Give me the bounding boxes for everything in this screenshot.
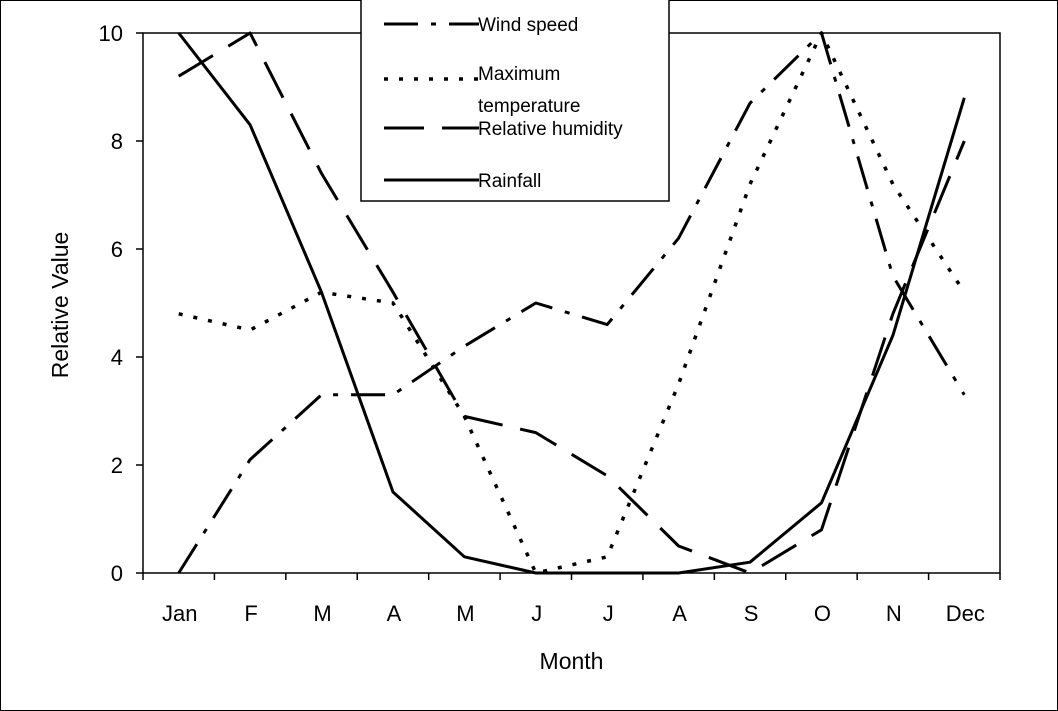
y-tick-label: 4 — [111, 345, 123, 370]
y-axis-label: Relative Value — [47, 232, 73, 379]
x-tick-label: N — [886, 601, 902, 626]
legend-label-cont: temperature — [478, 96, 580, 117]
y-tick-label: 8 — [111, 129, 123, 154]
x-tick-label: A — [387, 601, 402, 626]
y-tick-label: 2 — [111, 453, 123, 478]
x-tick-label: O — [814, 601, 831, 626]
x-tick-label: J — [531, 601, 542, 626]
legend-label: Relative humidity — [478, 119, 623, 140]
legend-label: Wind speed — [478, 15, 578, 36]
x-tick-label: J — [603, 601, 614, 626]
x-tick-label: M — [456, 601, 474, 626]
x-tick-label: F — [244, 601, 257, 626]
y-tick-label: 0 — [111, 561, 123, 586]
x-axis-label: Month — [540, 648, 604, 674]
x-tick-label: M — [313, 601, 331, 626]
x-tick-label: A — [672, 601, 687, 626]
x-tick-label: Jan — [162, 601, 197, 626]
legend-label: Maximum — [478, 64, 560, 85]
y-tick-label: 6 — [111, 237, 123, 262]
legend — [360, 0, 670, 202]
x-tick-label: S — [744, 601, 759, 626]
series-line-rainfall — [177, 32, 966, 575]
x-tick-label: Dec — [946, 601, 985, 626]
series-line-wind-speed — [177, 31, 966, 574]
y-tick-label: 10 — [99, 21, 123, 46]
legend-label: Rainfall — [478, 171, 541, 192]
